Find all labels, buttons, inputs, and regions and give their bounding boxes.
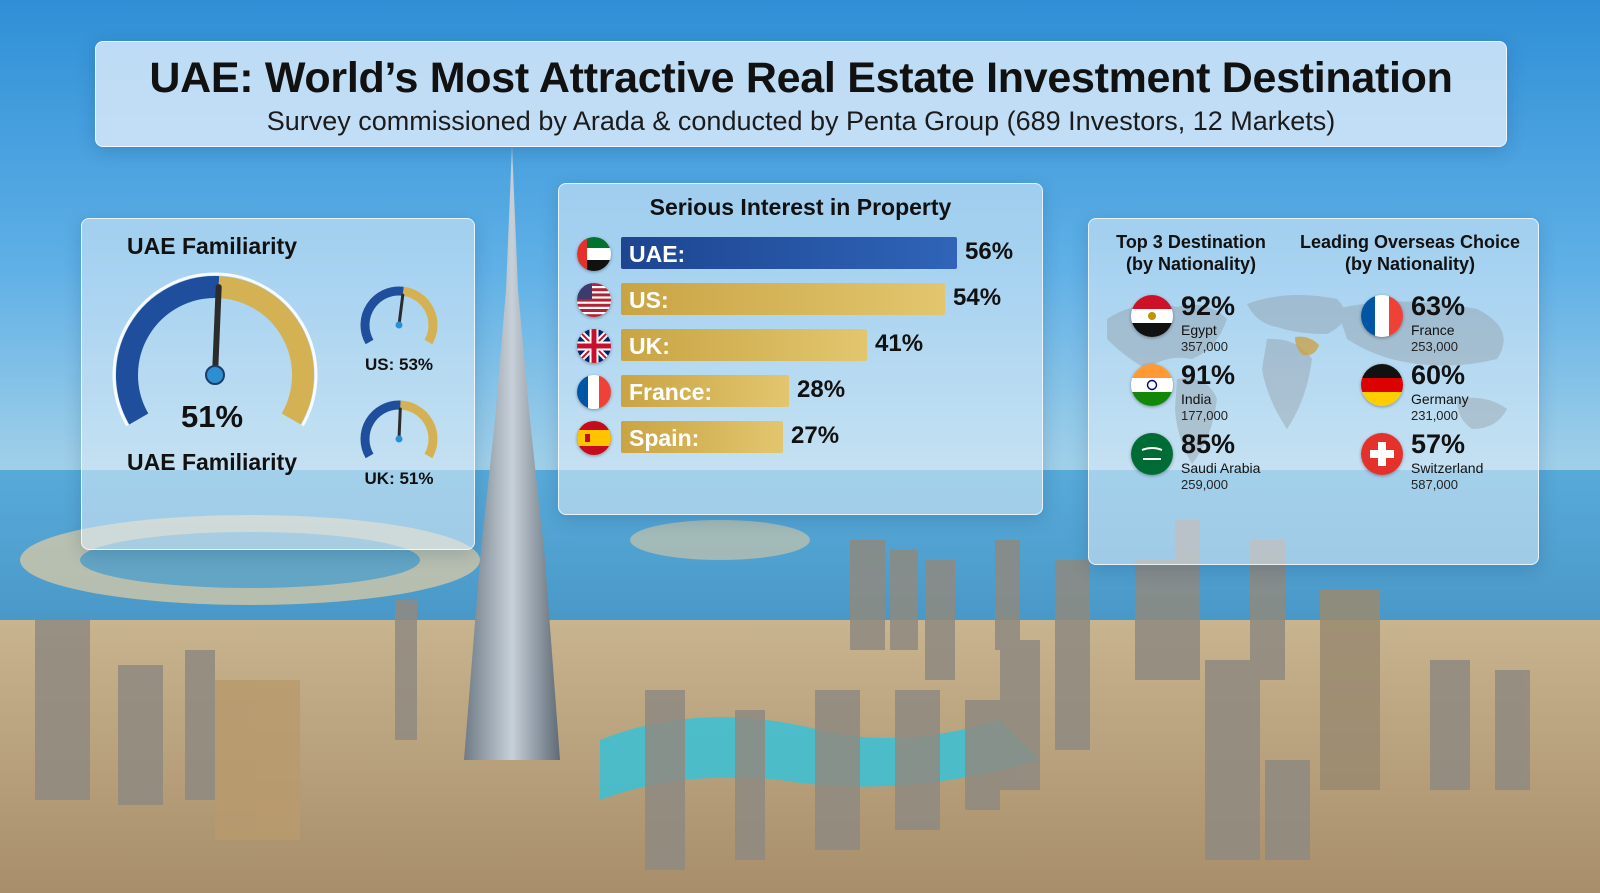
top3-title-line1: Top 3 Destination (1116, 232, 1266, 252)
list-item: 60% Germany 231,000 (1361, 360, 1531, 424)
small-gauge-needle (397, 407, 402, 441)
bar-category-label: Spain: (629, 425, 700, 451)
list-item: 63% France 253,000 (1361, 291, 1531, 355)
list-item: 91% India 177,000 (1131, 360, 1301, 424)
bar: UK: (621, 329, 867, 361)
dest-country: France (1411, 322, 1455, 338)
destination-panel: Top 3 Destination (by Nationality) Leadi… (1088, 218, 1539, 565)
top3-title: Top 3 Destination (by Nationality) (1091, 231, 1291, 275)
gauge-needle (212, 284, 222, 378)
small-gauge-us-label: US: 53% (364, 355, 434, 374)
page-subtitle: Survey commissioned by Arada & conducted… (266, 106, 1336, 136)
small-gauge-arc-remaining (402, 286, 438, 345)
small-gauge-uk-label: UK: 51% (364, 469, 434, 488)
page-title: UAE: World’s Most Attractive Real Estate… (149, 54, 1453, 102)
interest-panel: Serious Interest in Property UAE: 56% US: 5… (558, 183, 1043, 515)
bar-row: France: 28% (559, 372, 1042, 412)
dest-count: 177,000 (1181, 408, 1228, 423)
small-gauge-arc (360, 286, 404, 345)
dest-pct: 63% (1411, 291, 1466, 321)
bar-value-label: 27% (791, 422, 840, 449)
dest-country: India (1181, 391, 1212, 407)
small-gauge-us (360, 286, 438, 345)
dest-count: 259,000 (1181, 477, 1228, 492)
dest-country: Saudi Arabia (1181, 460, 1261, 476)
france-flag-icon (577, 375, 611, 409)
list-item: 92% Egypt 357,000 (1131, 291, 1301, 355)
dest-country: Germany (1411, 391, 1469, 407)
list-item: 57% Switzerland 587,000 (1361, 429, 1531, 493)
bar-category-label: France: (629, 379, 713, 405)
bar-value-label: 56% (965, 238, 1014, 265)
gauge-hub (205, 365, 225, 385)
small-gauge-hub (395, 321, 403, 329)
bar-value-label: 28% (797, 376, 846, 403)
dest-pct: 57% (1411, 429, 1466, 459)
dest-pct: 60% (1411, 360, 1466, 390)
gauge-outline (112, 272, 318, 427)
dest-count: 587,000 (1411, 477, 1458, 492)
bar: US: (621, 283, 945, 315)
bar: France: (621, 375, 789, 407)
familiarity-panel: UAE Familiarity 51% UAE Familiarity US: … (81, 218, 475, 550)
gauge-value-label: 51% (180, 399, 244, 434)
bar-row: US: 54% (559, 280, 1042, 320)
gauge-arc-remaining (217, 276, 314, 425)
bar-row: UK: 41% (559, 326, 1042, 366)
us-flag-icon (577, 283, 611, 317)
uk-flag-icon (577, 329, 611, 363)
main-gauge (112, 272, 318, 427)
bar-value-label: 54% (953, 284, 1002, 311)
spain-flag-icon (577, 421, 611, 455)
dest-country: Egypt (1181, 322, 1217, 338)
egypt-flag-icon (1131, 295, 1173, 337)
switzerland-flag-icon (1361, 433, 1403, 475)
dest-pct: 91% (1181, 360, 1236, 390)
bar-category-label: UAE: (629, 241, 686, 267)
dest-pct: 85% (1181, 429, 1236, 459)
bar: Spain: (621, 421, 783, 453)
uae-flag-icon (577, 237, 611, 271)
small-gauge-hub (395, 435, 403, 443)
bar-row: Spain: 27% (559, 418, 1042, 458)
header-panel: UAE: World’s Most Attractive Real Estate… (95, 41, 1507, 147)
india-flag-icon (1131, 364, 1173, 406)
dest-pct: 92% (1181, 291, 1236, 321)
gauge-arc-uae (116, 276, 220, 425)
interest-title: Serious Interest in Property (649, 194, 952, 220)
dest-count: 231,000 (1411, 408, 1458, 423)
small-gauge-arc (360, 400, 401, 459)
familiarity-title: UAE Familiarity (127, 233, 297, 259)
small-gauge-needle (397, 293, 405, 327)
saudi-flag-icon (1131, 433, 1173, 475)
bar-category-label: UK: (629, 333, 670, 359)
dest-count: 357,000 (1181, 339, 1228, 354)
dest-country: Switzerland (1411, 460, 1484, 476)
small-gauge-uk (360, 400, 438, 459)
overseas-title-line2: (by Nationality) (1344, 254, 1475, 274)
familiarity-caption: UAE Familiarity (127, 449, 297, 475)
dest-count: 253,000 (1411, 339, 1458, 354)
list-item: 85% Saudi Arabia 259,000 (1131, 429, 1301, 493)
overseas-title: Leading Overseas Choice (by Nationality) (1285, 231, 1535, 275)
top3-title-line2: (by Nationality) (1125, 254, 1256, 274)
overseas-title-line1: Leading Overseas Choice (1299, 232, 1521, 252)
bar-category-label: US: (629, 287, 669, 313)
small-gauge-arc-remaining (399, 400, 438, 459)
france-flag-icon (1361, 295, 1403, 337)
bar-row: UAE: 56% (559, 234, 1042, 274)
bar-value-label: 41% (875, 330, 924, 357)
germany-flag-icon (1361, 364, 1403, 406)
bar: UAE: (621, 237, 957, 269)
